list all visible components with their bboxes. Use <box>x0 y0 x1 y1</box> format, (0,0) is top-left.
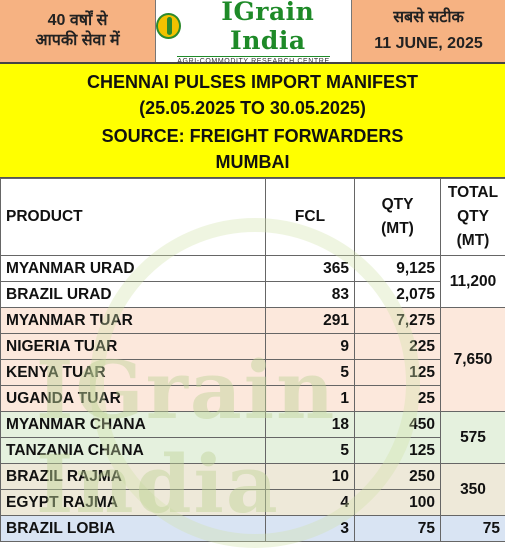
header-total-line1: TOTAL <box>447 184 499 201</box>
total-chana: 575 <box>440 411 505 464</box>
row-fcl: 1 <box>265 385 355 412</box>
brand-logo: IGrain India AGRI-COMMODITY RESEARCH CEN… <box>156 0 352 65</box>
row-qty: 250 <box>354 463 441 490</box>
row-qty: 125 <box>354 437 441 464</box>
row-qty: 9,125 <box>354 255 441 282</box>
table-row: KENYA TUAR 5 125 <box>0 359 505 386</box>
header-band: 40 वर्षों से आपकी सेवा में IGrain India … <box>0 0 505 65</box>
row-fcl: 4 <box>265 489 355 516</box>
total-urad: 11,200 <box>440 255 505 308</box>
header-total: TOTAL QTY (MT) <box>440 178 505 256</box>
logo-subtitle: AGRI-COMMODITY RESEARCH CENTRE <box>177 56 330 65</box>
row-product: MYANMAR URAD <box>0 255 266 282</box>
table-row: EGYPT RAJMA 4 100 <box>0 489 505 516</box>
row-product: KENYA TUAR <box>0 359 266 386</box>
row-qty: 25 <box>354 385 441 412</box>
row-product: BRAZIL LOBIA <box>0 515 266 542</box>
header-fcl: FCL <box>265 178 355 256</box>
title-line3: SOURCE: FREIGHT FORWARDERS <box>101 126 404 146</box>
row-fcl: 18 <box>265 411 355 438</box>
title-line4: MUMBAI <box>215 152 290 172</box>
table-header-row: PRODUCT FCL QTY (MT) TOTAL QTY (MT) <box>0 178 505 256</box>
tagline-line2: आपकी सेवा में <box>35 32 120 49</box>
row-product: BRAZIL RAJMA <box>0 463 266 490</box>
row-qty: 100 <box>354 489 441 516</box>
row-product: MYANMAR TUAR <box>0 307 266 334</box>
row-fcl: 10 <box>265 463 355 490</box>
header-tagline: 40 वर्षों से आपकी सेवा में <box>0 0 156 62</box>
row-qty: 125 <box>354 359 441 386</box>
title-line2: (25.05.2025 TO 30.05.2025) <box>139 98 366 118</box>
header-total-line3: (MT) <box>456 232 490 249</box>
table-row: BRAZIL URAD 83 2,075 <box>0 281 505 308</box>
total-tuar: 7,650 <box>440 307 505 412</box>
table-row: UGANDA TUAR 1 25 <box>0 385 505 412</box>
row-qty: 2,075 <box>354 281 441 308</box>
row-product: NIGERIA TUAR <box>0 333 266 360</box>
row-qty: 225 <box>354 333 441 360</box>
grain-logo-icon <box>156 13 181 39</box>
row-product: UGANDA TUAR <box>0 385 266 412</box>
row-fcl: 291 <box>265 307 355 334</box>
row-fcl: 83 <box>265 281 355 308</box>
manifest-table: PRODUCT FCL QTY (MT) TOTAL QTY (MT) MYAN… <box>0 178 505 542</box>
row-fcl: 365 <box>265 255 355 282</box>
accuracy-tagline: सबसे सटीक <box>393 9 464 26</box>
header-date-block: सबसे सटीक 11 JUNE, 2025 <box>352 0 505 62</box>
row-fcl: 5 <box>265 437 355 464</box>
row-qty: 75 <box>354 515 441 542</box>
table-row: NIGERIA TUAR 9 225 <box>0 333 505 360</box>
header-product: PRODUCT <box>0 178 266 256</box>
header-qty-line2: (MT) <box>381 220 414 237</box>
report-date: 11 JUNE, 2025 <box>374 35 483 52</box>
tagline-line1: 40 वर्षों से <box>47 12 108 29</box>
row-product: EGYPT RAJMA <box>0 489 266 516</box>
total-rajma: 350 <box>440 463 505 516</box>
row-fcl: 3 <box>265 515 355 542</box>
row-qty: 450 <box>354 411 441 438</box>
header-qty-line1: QTY <box>381 196 414 213</box>
header-total-line2: QTY <box>457 208 489 225</box>
logo-text: IGrain India <box>221 0 315 55</box>
table-row: MYANMAR URAD 365 9,125 11,200 <box>0 255 505 308</box>
header-qty: QTY (MT) <box>354 178 441 256</box>
table-row: BRAZIL LOBIA 3 75 75 <box>0 515 505 542</box>
table-row: TANZANIA CHANA 5 125 <box>0 437 505 464</box>
table-row: MYANMAR TUAR 291 7,275 7,650 <box>0 307 505 412</box>
row-fcl: 5 <box>265 359 355 386</box>
title-band: CHENNAI PULSES IMPORT MANIFEST (25.05.20… <box>0 64 505 178</box>
row-product: MYANMAR CHANA <box>0 411 266 438</box>
total-lobia: 75 <box>440 515 505 542</box>
row-product: BRAZIL URAD <box>0 281 266 308</box>
row-qty: 7,275 <box>354 307 441 334</box>
table-row: BRAZIL RAJMA 10 250 350 <box>0 463 505 516</box>
table-row: MYANMAR CHANA 18 450 575 <box>0 411 505 464</box>
title-line1: CHENNAI PULSES IMPORT MANIFEST <box>86 72 418 92</box>
row-fcl: 9 <box>265 333 355 360</box>
row-product: TANZANIA CHANA <box>0 437 266 464</box>
